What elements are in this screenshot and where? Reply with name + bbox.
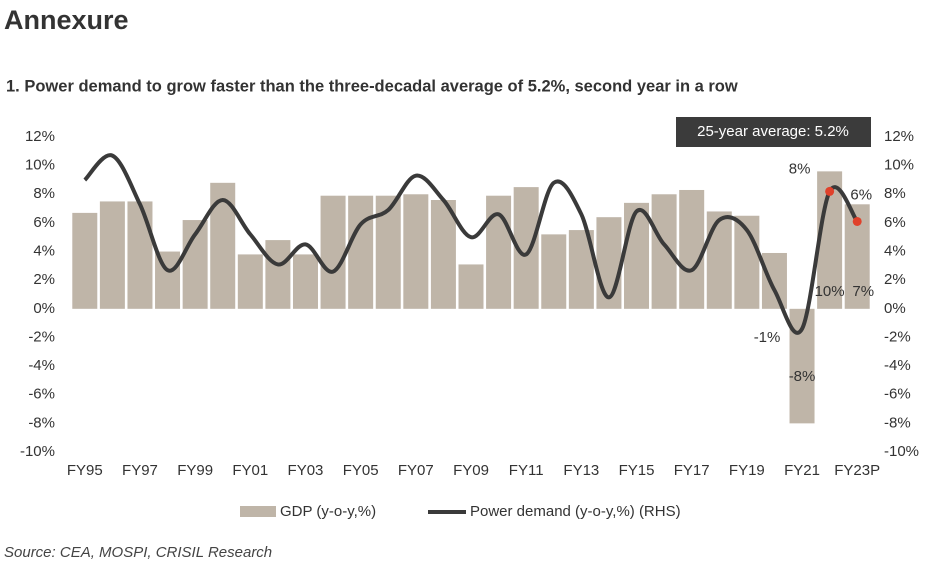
bar xyxy=(348,195,374,309)
x-tick-label: FY01 xyxy=(232,462,268,479)
data-label: 10% xyxy=(815,283,845,300)
y-tick-label: -8% xyxy=(28,414,55,431)
y2-tick-label: -8% xyxy=(884,414,911,431)
bar xyxy=(541,234,567,309)
x-tick-label: FY21 xyxy=(784,462,820,479)
data-label: 8% xyxy=(789,160,811,177)
bar xyxy=(237,254,263,309)
source: Source: CEA, MOSPI, CRISIL Research xyxy=(4,544,272,561)
bar xyxy=(679,189,705,309)
y-tick-label: 6% xyxy=(33,214,55,231)
legend-label: Power demand (y-o-y,%) (RHS) xyxy=(470,503,681,520)
y2-tick-label: 4% xyxy=(884,243,906,260)
y-tick-label: -4% xyxy=(28,357,55,374)
x-tick-label: FY11 xyxy=(509,462,544,479)
y-tick-label: 12% xyxy=(25,128,55,145)
y2-tick-label: 6% xyxy=(884,214,906,231)
y2-tick-label: -4% xyxy=(884,357,911,374)
y-tick-label: -2% xyxy=(28,328,55,345)
legend-label: GDP (y-o-y,%) xyxy=(280,503,376,520)
y-tick-label: 2% xyxy=(33,271,55,288)
x-tick-label: FY13 xyxy=(563,462,599,479)
bar xyxy=(265,240,291,309)
bar xyxy=(320,195,346,309)
legend-swatch xyxy=(240,506,276,517)
x-tick-label: FY03 xyxy=(288,462,324,479)
bar xyxy=(430,200,456,309)
x-tick-label: FY99 xyxy=(177,462,213,479)
y2-tick-label: 8% xyxy=(884,185,906,202)
y-tick-label: 8% xyxy=(33,185,55,202)
bar xyxy=(99,201,125,309)
bar xyxy=(72,212,98,309)
data-label: 6% xyxy=(850,186,872,203)
highlight-point xyxy=(852,216,862,226)
x-tick-label: FY23P xyxy=(834,462,880,479)
annotation-box xyxy=(676,117,871,147)
bar xyxy=(292,254,318,309)
y-tick-label: -6% xyxy=(28,386,55,403)
y-tick-label: -10% xyxy=(20,443,55,460)
y-tick-label: 0% xyxy=(33,300,55,317)
data-label: -8% xyxy=(789,368,816,385)
x-tick-label: FY97 xyxy=(122,462,158,479)
line xyxy=(83,153,859,335)
y-tick-label: 4% xyxy=(33,243,55,260)
y2-tick-label: -2% xyxy=(884,328,911,345)
y2-tick-label: -6% xyxy=(884,386,911,403)
data-label: -1% xyxy=(754,329,781,346)
bar xyxy=(596,217,622,309)
y2-tick-label: -10% xyxy=(884,443,919,460)
bar xyxy=(375,195,401,309)
x-tick-label: FY09 xyxy=(453,462,489,479)
x-tick-label: FY05 xyxy=(343,462,379,479)
y2-tick-label: 2% xyxy=(884,271,906,288)
bar xyxy=(403,194,429,309)
x-tick-label: FY19 xyxy=(729,462,765,479)
page-title: Annexure xyxy=(4,5,129,35)
bar xyxy=(761,252,787,309)
chart-subtitle: 1. Power demand to grow faster than the … xyxy=(6,77,738,95)
data-label: 7% xyxy=(852,283,874,300)
y2-tick-label: 0% xyxy=(884,300,906,317)
x-tick-label: FY15 xyxy=(619,462,655,479)
bar xyxy=(651,194,677,309)
highlight-point xyxy=(825,186,835,196)
bar xyxy=(458,264,484,309)
x-tick-label: FY95 xyxy=(67,462,103,479)
x-tick-label: FY17 xyxy=(674,462,710,479)
bar xyxy=(127,201,153,309)
bar xyxy=(706,211,732,309)
y-tick-label: 10% xyxy=(25,157,55,174)
annotation: 25-year average: 5.2% xyxy=(697,123,849,140)
y2-tick-label: 10% xyxy=(884,157,914,174)
x-tick-label: FY07 xyxy=(398,462,434,479)
y2-tick-label: 12% xyxy=(884,128,914,145)
bar xyxy=(624,202,650,309)
